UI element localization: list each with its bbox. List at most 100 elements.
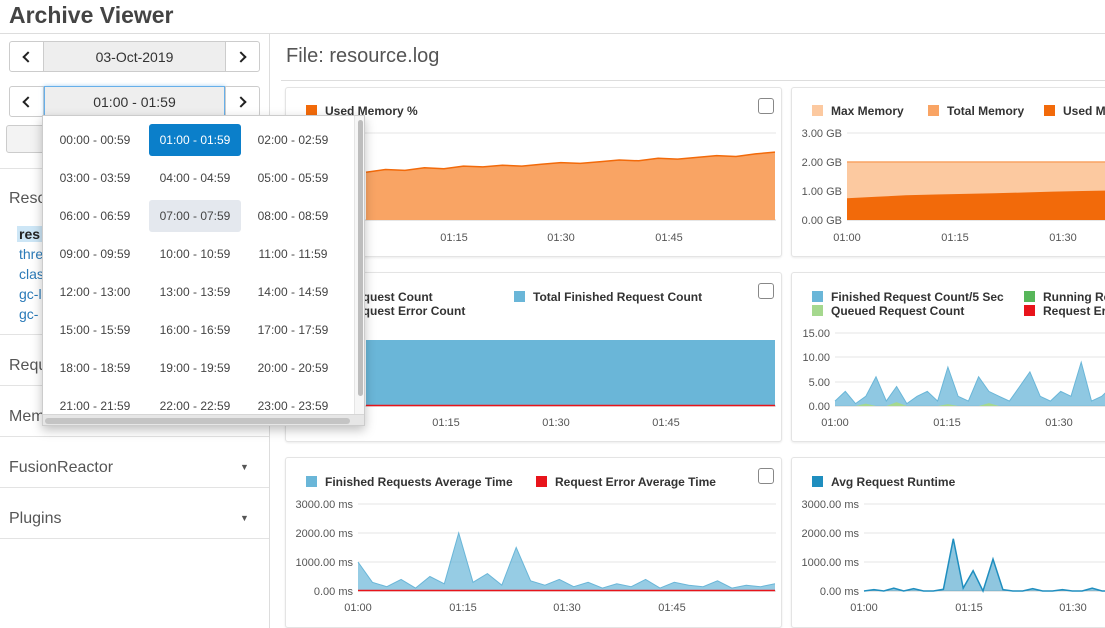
chart-select-checkbox[interactable] xyxy=(758,98,774,114)
y-tick-label: 10.00 xyxy=(802,352,830,364)
scrollbar-thumb[interactable] xyxy=(358,120,363,396)
hour-option[interactable]: 02:00 - 02:59 xyxy=(257,133,329,147)
legend-item: Used Memory % xyxy=(306,104,418,118)
chart-panel-average-time: Finished Requests Average Time Request E… xyxy=(285,457,782,628)
y-tick-label: 3000.00 ms xyxy=(296,499,354,511)
y-tick-label: 15.00 xyxy=(802,328,830,340)
sidebar-section-fusionreactor[interactable]: FusionReactor xyxy=(9,459,114,476)
hour-select[interactable]: 01:00 - 01:59 xyxy=(44,86,225,117)
hour-option[interactable]: 17:00 - 17:59 xyxy=(257,323,329,337)
hour-option[interactable]: 00:00 - 00:59 xyxy=(59,133,131,147)
hour-navigator: 01:00 - 01:59 xyxy=(9,86,260,117)
chevron-right-icon xyxy=(235,50,247,63)
series-area-total-finished xyxy=(366,340,775,406)
series-area-finished-avg-time xyxy=(358,533,775,591)
file-link-threads[interactable]: thre xyxy=(19,246,44,262)
chart-panel-request-activity: Finished Request Count/5 Sec Running Re … xyxy=(791,272,1105,442)
y-tick-label: 0.00 ms xyxy=(820,586,860,598)
dropdown-horizontal-scrollbar[interactable] xyxy=(43,414,364,425)
series-line-finished-avg-time xyxy=(357,531,776,589)
legend-item: Running Re xyxy=(1024,290,1105,304)
x-tick-label: 01:30 xyxy=(547,232,575,244)
hour-option[interactable]: 13:00 - 13:59 xyxy=(159,285,231,299)
chevron-down-icon[interactable]: ▼ xyxy=(240,513,249,523)
series-area-queued xyxy=(835,402,1105,406)
y-tick-label: 2000.00 ms xyxy=(296,528,354,540)
y-tick-label: 5.00 xyxy=(809,377,830,389)
hour-option[interactable]: 10:00 - 10:59 xyxy=(159,247,231,261)
y-tick-label: 2.00 GB xyxy=(802,157,842,169)
hour-option[interactable]: 21:00 - 21:59 xyxy=(59,399,131,413)
series-area-avg-runtime xyxy=(864,538,1105,591)
prev-hour-button[interactable] xyxy=(9,86,44,117)
hour-option[interactable]: 16:00 - 16:59 xyxy=(159,323,231,337)
date-navigator: 03-Oct-2019 xyxy=(9,41,260,72)
hour-option[interactable]: 11:00 - 11:59 xyxy=(258,247,328,261)
series-line-avg-runtime xyxy=(863,538,1105,594)
hour-option[interactable]: 15:00 - 15:59 xyxy=(59,323,131,337)
hour-option[interactable]: 04:00 - 04:59 xyxy=(159,171,231,185)
x-tick-label: 01:15 xyxy=(941,232,969,244)
y-tick-label: 1000.00 ms xyxy=(296,557,354,569)
hour-option[interactable]: 08:00 - 08:59 xyxy=(257,209,329,223)
hour-option[interactable]: 19:00 - 19:59 xyxy=(159,361,231,375)
next-date-button[interactable] xyxy=(225,41,260,72)
file-link-gc-2[interactable]: gc- xyxy=(19,306,39,322)
x-tick-label: 01:45 xyxy=(652,417,680,429)
hour-option[interactable]: 14:00 - 14:59 xyxy=(257,285,329,299)
chart-memory: 3.00 GB 2.00 GB 1.00 GB 0.00 GB 01:00 01… xyxy=(802,128,1105,244)
chart-select-checkbox[interactable] xyxy=(758,468,774,484)
hour-option[interactable]: 20:00 - 20:59 xyxy=(257,361,329,375)
hour-option[interactable]: 06:00 - 06:59 xyxy=(59,209,131,223)
legend-item: Request Error Average Time xyxy=(536,475,716,489)
hour-option[interactable]: 18:00 - 18:59 xyxy=(59,361,131,375)
chart-select-checkbox[interactable] xyxy=(758,283,774,299)
file-link-gc-1[interactable]: gc-l xyxy=(19,286,42,302)
chevron-right-icon xyxy=(235,95,247,108)
resource-section-heading[interactable]: Reso xyxy=(9,190,47,207)
legend-item: Queued Request Count xyxy=(812,304,964,318)
series-line-used-memory xyxy=(365,151,776,173)
hour-option[interactable]: 05:00 - 05:59 xyxy=(257,171,329,185)
legend-item: Total Finished Request Count xyxy=(514,290,702,304)
x-tick-label: 01:15 xyxy=(955,602,983,614)
series-area-finished-per-5s xyxy=(835,362,1105,406)
series-area-used-memory xyxy=(366,152,775,220)
sidebar-section-plugins[interactable]: Plugins xyxy=(9,510,62,527)
scrollbar-thumb[interactable] xyxy=(45,418,350,424)
hour-option[interactable]: 03:00 - 03:59 xyxy=(59,171,131,185)
chart-panel-avg-runtime: Avg Request Runtime 3000.00 ms 2000.00 m… xyxy=(791,457,1105,628)
series-area-used-memory xyxy=(847,190,1105,220)
hour-option[interactable]: 07:00 - 07:59 xyxy=(149,200,241,232)
hour-option[interactable]: 23:00 - 23:59 xyxy=(257,399,329,413)
sidebar-section-memory[interactable]: Mem xyxy=(9,408,45,425)
chevron-down-icon[interactable]: ▼ xyxy=(240,462,249,472)
next-hour-button[interactable] xyxy=(225,86,260,117)
legend-item: Max Memory xyxy=(812,104,904,118)
hour-dropdown: 00:00 - 00:59 01:00 - 01:59 02:00 - 02:59 0… xyxy=(42,115,365,426)
file-link-resource[interactable]: res xyxy=(17,226,43,242)
hour-option[interactable]: 09:00 - 09:59 xyxy=(59,247,131,261)
chevron-left-icon xyxy=(22,95,34,108)
x-tick-label: 01:30 xyxy=(1059,602,1087,614)
legend-item: Request Er xyxy=(1024,304,1105,318)
chart-panel-request-count: equest Count equest Error Count Total Fi… xyxy=(285,272,782,442)
file-link-class[interactable]: clas xyxy=(19,266,44,282)
hour-option[interactable]: 01:00 - 01:59 xyxy=(149,124,241,156)
sidebar-section-requests[interactable]: Requ xyxy=(9,357,48,374)
prev-date-button[interactable] xyxy=(9,41,44,72)
x-tick-label: 01:15 xyxy=(449,602,477,614)
hour-option[interactable]: 12:00 - 13:00 xyxy=(59,285,131,299)
x-tick-label: 01:15 xyxy=(432,417,460,429)
y-tick-label: 3000.00 ms xyxy=(802,499,860,511)
x-tick-label: 01:30 xyxy=(1045,417,1073,429)
dropdown-vertical-scrollbar[interactable] xyxy=(354,116,364,414)
x-tick-label: 01:00 xyxy=(833,232,861,244)
legend-item: Avg Request Runtime xyxy=(812,475,955,489)
chart-panel-used-memory: Used Memory % 01:15 01:30 01:45 xyxy=(285,87,782,257)
file-heading: File: resource.log xyxy=(286,45,440,67)
legend-item: Used M xyxy=(1044,104,1105,118)
hour-option[interactable]: 22:00 - 22:59 xyxy=(159,399,231,413)
date-value[interactable]: 03-Oct-2019 xyxy=(44,41,225,72)
x-tick-label: 01:00 xyxy=(821,417,849,429)
